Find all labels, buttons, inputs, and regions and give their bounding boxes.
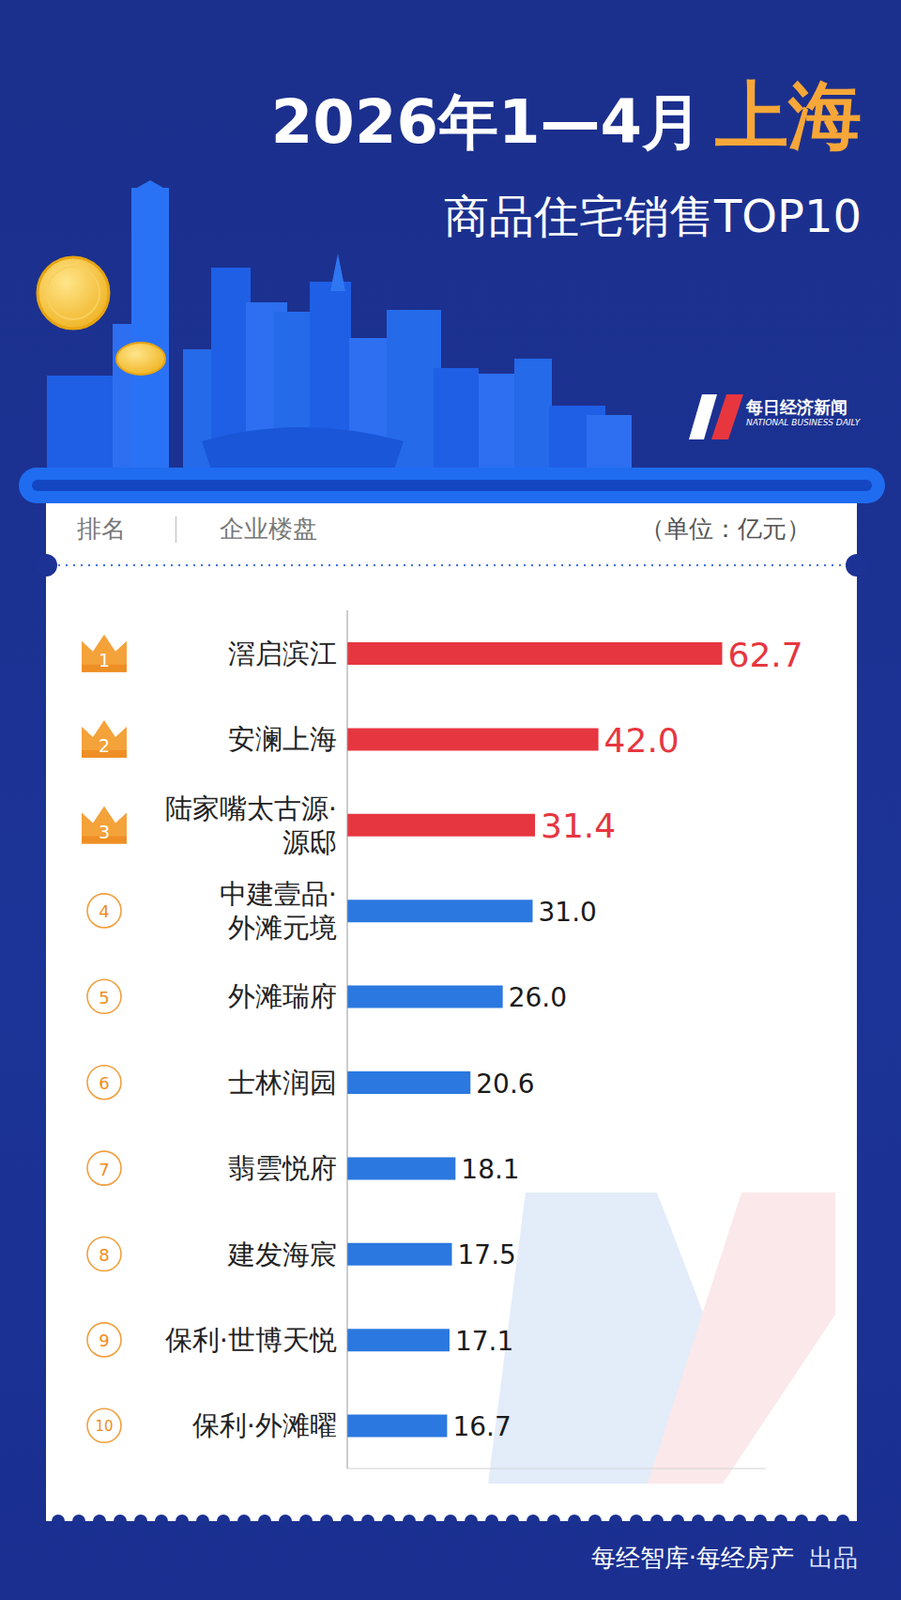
svg-text:外滩元境: 外滩元境 [228,911,337,944]
html-text:每经智库·每经房产: 每经智库·每经房产 [590,1542,795,1572]
html-text:商品住宅销售TOP10: 商品住宅销售TOP10 [443,189,862,243]
svg-text:保利·外滩曜: 保利·外滩曜 [192,1408,337,1441]
html-text:2026年1—4月 上海: 2026年1—4月 上海 [271,73,862,158]
svg-text:保利·世博天悦: 保利·世博天悦 [165,1323,337,1356]
svg-text:安澜上海: 安澜上海 [228,722,337,755]
svg-text:31.0: 31.0 [538,896,597,928]
svg-text:20.6: 20.6 [475,1068,535,1100]
svg-text:17.5: 17.5 [458,1238,517,1270]
html-text:企业楼盘: 企业楼盘 [219,514,318,543]
html-text:NATIONAL BUSINESS DAILY: NATIONAL BUSINESS DAILY [746,417,860,427]
svg-text:中建壹品·: 中建壹品· [219,877,337,910]
svg-text:26.0: 26.0 [508,981,567,1013]
svg-text:1: 1 [98,649,110,671]
svg-text:4: 4 [98,901,109,921]
html-text:出品: 出品 [809,1542,858,1572]
svg-text:外滩瑞府: 外滩瑞府 [228,979,337,1012]
svg-text:10: 10 [94,1417,113,1435]
html-text:（单位：亿元）: （单位：亿元） [640,514,811,543]
html-text:每日经济新闻: 每日经济新闻 [746,397,848,417]
svg-text:源邸: 源邸 [282,825,337,858]
svg-text:17.1: 17.1 [455,1325,514,1357]
svg-text:31.4: 31.4 [540,806,616,845]
svg-text:8: 8 [98,1244,109,1265]
svg-text:42.0: 42.0 [604,720,680,760]
svg-text:16.7: 16.7 [452,1410,511,1442]
svg-text:滘启滨江: 滘启滨江 [228,637,337,670]
svg-text:7: 7 [98,1159,109,1179]
svg-text:建发海宸: 建发海宸 [227,1237,337,1270]
svg-text:6: 6 [98,1072,109,1093]
svg-text:3: 3 [98,821,110,842]
svg-text:9: 9 [98,1329,109,1350]
svg-text:18.1: 18.1 [460,1153,520,1185]
svg-text:62.7: 62.7 [727,635,803,674]
svg-text:翡雲悦府: 翡雲悦府 [228,1151,337,1184]
svg-text:2: 2 [98,734,110,756]
svg-text:5: 5 [98,987,109,1008]
svg-text:士林润园: 士林润园 [228,1066,337,1099]
svg-text:陆家嘴太古源·: 陆家嘴太古源· [165,792,337,825]
html-text:排名: 排名 [76,514,126,543]
